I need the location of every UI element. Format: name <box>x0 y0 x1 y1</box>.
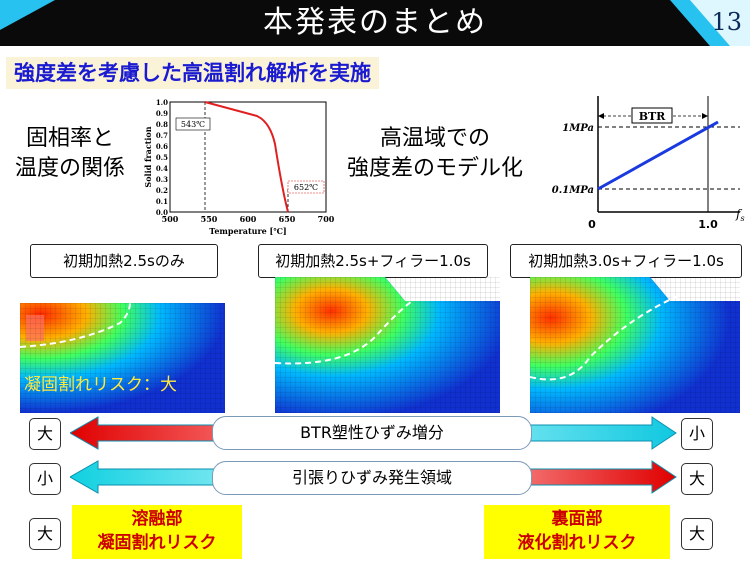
btr-label-box <box>631 107 673 124</box>
fusion-boundary-2 <box>275 298 416 365</box>
y-tick-1.0: 1.0 <box>156 98 168 107</box>
row2-right-box: 大 <box>681 463 713 495</box>
btr-x-zero: 0 <box>588 218 596 231</box>
fusion-callout-line1: 溶融部 <box>131 509 183 529</box>
solid-label-line2: 温度の関係 <box>14 156 125 181</box>
btr-strain-label: BTR塑性ひずみ増分 <box>212 416 532 450</box>
solidus-box <box>287 180 325 194</box>
btr-strength-chart: BTR 1MPa 0.1MPa 0 1.0 fs <box>552 96 745 231</box>
x-tick-500: 500 <box>162 214 179 224</box>
x-tick-600: 600 <box>240 214 257 224</box>
fusion-callout-line2: 凝固割れリスク <box>97 533 217 553</box>
btr-label: BTR <box>639 110 666 123</box>
row3-right-box: 大 <box>681 518 713 550</box>
x-ticks: 500 550 600 650 700 <box>162 214 335 224</box>
header-decoration <box>0 0 750 46</box>
case-label-2: 初期加熱2.5s+フィラー1.0s <box>258 244 488 278</box>
btr-y-bottom: 0.1MPa <box>552 185 594 196</box>
header-bar <box>0 0 750 46</box>
page-title: 本発表のまとめ <box>263 5 487 40</box>
btr-strength-line <box>597 120 719 191</box>
btr-x-axis-label: fs <box>735 207 745 223</box>
y-tick-0.8: 0.8 <box>156 120 168 129</box>
simulation-image-3 <box>530 277 740 413</box>
solid-label-line1: 固相率と <box>25 126 114 151</box>
solidus-annotation: 652℃ <box>294 183 318 192</box>
solid-curve <box>204 101 289 213</box>
risk-label: 凝固割れリスク：大 <box>24 375 177 395</box>
case-label-3: 初期加熱3.0s+フィラー1.0s <box>510 244 742 278</box>
btr-y-top: 1MPa <box>562 123 594 134</box>
y-tick-0.7: 0.7 <box>156 131 168 140</box>
x-tick-650: 650 <box>279 214 296 224</box>
y-tick-0.6: 0.6 <box>156 142 168 151</box>
x-tick-550: 550 <box>201 214 218 224</box>
solid-x-label: Temperature [℃] <box>209 226 286 236</box>
back-side-callout: 裏面部 液化割れリスク <box>484 505 670 559</box>
subtitle: 強度差を考慮した高温割れ解析を実施 <box>6 57 379 89</box>
simulation-image-2 <box>275 277 500 413</box>
row2-left-box: 小 <box>29 463 61 495</box>
fusion-zone-callout: 溶融部 凝固割れリスク <box>72 505 242 559</box>
x-tick-700: 700 <box>318 214 335 224</box>
y-tick-0.5: 0.5 <box>156 153 168 162</box>
y-tick-0.9: 0.9 <box>156 109 168 118</box>
y-tick-0.4: 0.4 <box>156 164 168 173</box>
y-ticks: 0.0 0.1 0.2 0.3 0.4 0.5 0.6 0.7 0.8 0.9 1.0 <box>156 98 168 217</box>
liquidus-annotation: 543℃ <box>181 120 205 129</box>
model-label-line2: 強度差のモデル化 <box>346 156 523 181</box>
y-tick-0.1: 0.1 <box>156 197 168 206</box>
solid-fraction-label: 固相率と 温度の関係 <box>0 124 140 184</box>
row1-right-box: 小 <box>681 418 713 450</box>
y-tick-0.2: 0.2 <box>156 186 168 195</box>
model-label-line1: 高温域での <box>379 126 490 151</box>
btr-x-one: 1.0 <box>698 218 718 231</box>
row3-left-box: 大 <box>29 518 61 550</box>
back-callout-line1: 裏面部 <box>551 509 603 529</box>
solid-fraction-chart: 0.0 0.1 0.2 0.3 0.4 0.5 0.6 0.7 0.8 0.9 1.0 500 550… <box>143 98 335 236</box>
y-tick-0.0: 0.0 <box>156 208 168 217</box>
y-tick-0.3: 0.3 <box>156 175 168 184</box>
case-label-1: 初期加熱2.5sのみ <box>30 244 218 278</box>
simulation-image-1 <box>20 303 225 413</box>
liquidus-box <box>175 117 211 131</box>
row1-left-box: 大 <box>29 418 61 450</box>
fusion-boundary-3 <box>530 294 681 381</box>
back-callout-line2: 液化割れリスク <box>517 533 637 553</box>
model-label: 高温域での 強度差のモデル化 <box>335 124 535 184</box>
solid-y-label: Solid fraction <box>143 126 153 187</box>
page-number: 13 <box>711 8 742 36</box>
tension-area-label: 引張りひずみ発生領域 <box>212 461 532 495</box>
